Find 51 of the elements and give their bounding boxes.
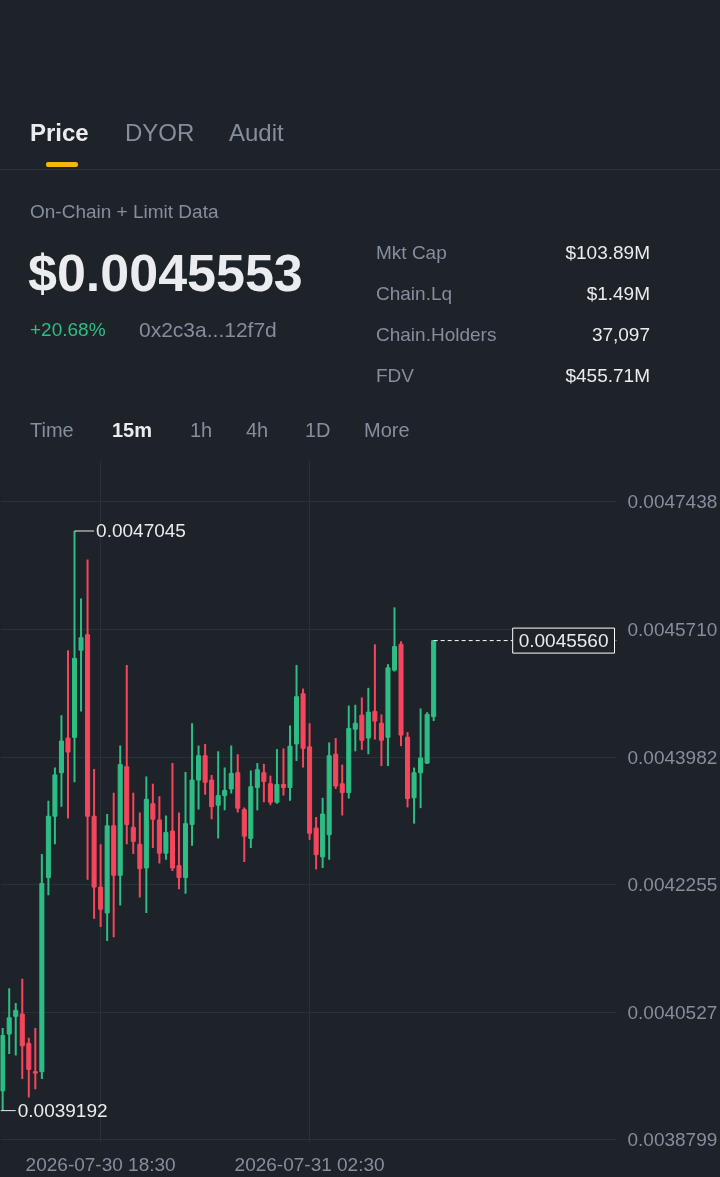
- candlestick: [339, 763, 345, 817]
- y-tick-label: 0.0043982: [627, 746, 718, 768]
- candlestick: [267, 774, 273, 807]
- chart-subtitle: +20.68%: [30, 318, 106, 342]
- text: 1D: [305, 418, 331, 443]
- y-tick-label: 0.0042255: [627, 874, 718, 896]
- candlestick: [372, 643, 378, 741]
- text: $1.49M: [586, 282, 650, 306]
- text: On-Chain + Limit Data: [30, 200, 219, 224]
- text: $455.71M: [565, 364, 650, 388]
- annotation: 0.0039192: [17, 1100, 108, 1122]
- text: Time: [30, 418, 74, 443]
- text: Chain.Holders: [376, 323, 497, 347]
- text: Price: [30, 118, 89, 148]
- candlestick: [78, 597, 84, 713]
- candlestick: [378, 713, 384, 768]
- ref-line-label: 0.0045560: [518, 630, 609, 652]
- candlestick: [98, 843, 104, 928]
- candlestick: [6, 987, 12, 1055]
- text: FDV: [376, 364, 414, 388]
- candlestick: [280, 747, 286, 797]
- x-tick-label: 2026-07-31 02:30: [234, 1153, 385, 1175]
- text: More: [364, 418, 410, 443]
- text: Audit: [229, 118, 284, 148]
- y-tick-label: 0.0045710: [627, 619, 718, 641]
- y-tick-label: 0.0040527: [627, 1001, 718, 1023]
- candlestick: [228, 744, 234, 795]
- annotation: 0.0047045: [96, 520, 186, 542]
- text: 4h: [246, 418, 269, 443]
- text: Chain.Lq: [376, 282, 453, 306]
- candlestick: [254, 762, 260, 812]
- text: 37,097: [591, 323, 650, 347]
- candlestick: [261, 762, 267, 804]
- candlestick: [13, 1002, 19, 1057]
- y-tick-label: 0.0038799: [627, 1129, 718, 1151]
- text: 0x2c3a...12f7d: [139, 317, 277, 343]
- candlestick: [163, 814, 169, 861]
- text: $103.89M: [565, 241, 650, 265]
- text: 1h: [190, 418, 213, 443]
- chart-title: $0.0045553: [28, 243, 303, 304]
- candlestick: [274, 748, 280, 805]
- candlestick: [32, 1027, 38, 1091]
- x-tick-label: 2026-07-30 18:30: [25, 1153, 176, 1175]
- candlestick: [130, 791, 136, 855]
- candlestick: [150, 782, 156, 849]
- y-tick-label: 0.0047438: [627, 491, 718, 513]
- candlestick: [352, 703, 358, 753]
- candlestick: [65, 649, 71, 820]
- text: 15m: [112, 418, 153, 443]
- text: DYOR: [125, 118, 195, 148]
- text: Mkt Cap: [376, 241, 447, 265]
